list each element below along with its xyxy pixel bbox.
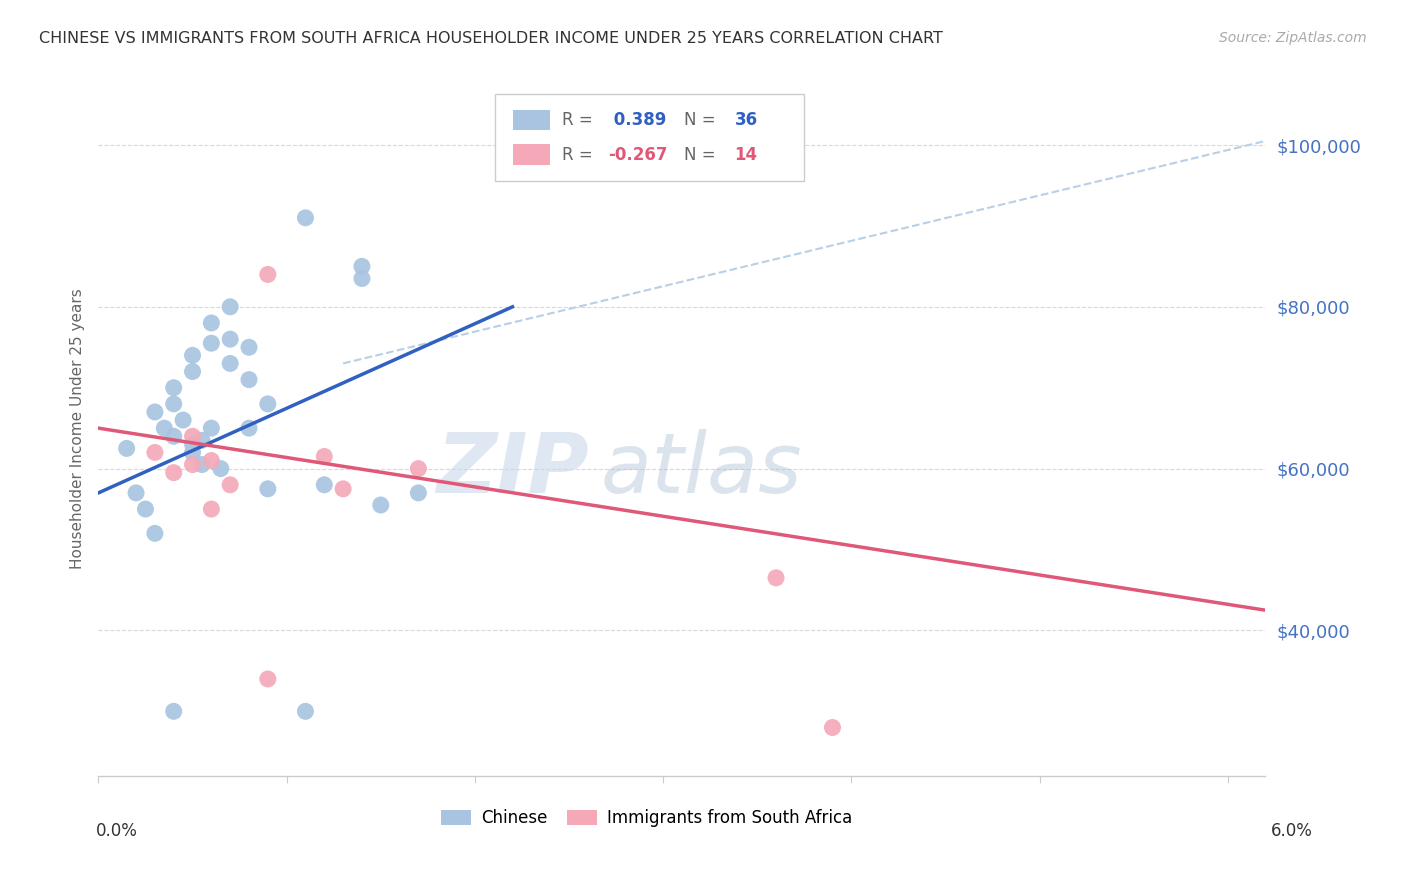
Text: N =: N = <box>685 111 721 129</box>
Point <box>181 429 204 443</box>
Text: atlas: atlas <box>600 429 801 510</box>
Point <box>256 672 278 686</box>
Point <box>143 526 166 541</box>
Point <box>172 413 194 427</box>
Point <box>181 437 204 451</box>
FancyBboxPatch shape <box>513 145 550 165</box>
Point <box>134 502 156 516</box>
Point <box>163 704 186 718</box>
Point <box>115 442 138 456</box>
Point <box>219 356 242 370</box>
Point <box>181 348 204 362</box>
FancyBboxPatch shape <box>513 110 550 130</box>
Point <box>238 340 260 354</box>
Point <box>153 421 176 435</box>
Text: N =: N = <box>685 145 721 164</box>
Point <box>238 373 260 387</box>
Point <box>125 486 148 500</box>
Point <box>332 482 354 496</box>
FancyBboxPatch shape <box>495 95 804 181</box>
Point <box>219 332 242 346</box>
Text: 14: 14 <box>734 145 758 164</box>
Point <box>370 498 392 512</box>
Point <box>181 365 204 379</box>
Point <box>238 421 260 435</box>
Point <box>209 461 232 475</box>
Point <box>163 466 186 480</box>
Point <box>765 571 787 585</box>
Point <box>181 445 204 459</box>
Point <box>294 704 316 718</box>
Point <box>256 482 278 496</box>
Point <box>191 458 214 472</box>
Text: R =: R = <box>562 145 598 164</box>
Text: ZIP: ZIP <box>436 429 589 510</box>
Point <box>200 502 222 516</box>
Point <box>314 450 336 464</box>
Point <box>200 316 222 330</box>
Point <box>408 486 430 500</box>
Point <box>350 271 373 285</box>
Point <box>350 260 373 274</box>
Point <box>314 477 336 491</box>
Point <box>200 453 222 467</box>
Y-axis label: Householder Income Under 25 years: Householder Income Under 25 years <box>69 288 84 568</box>
Text: Source: ZipAtlas.com: Source: ZipAtlas.com <box>1219 31 1367 45</box>
Point <box>181 458 204 472</box>
Point <box>200 336 222 351</box>
Point <box>163 397 186 411</box>
Point <box>256 397 278 411</box>
Point <box>200 421 222 435</box>
Text: 36: 36 <box>734 111 758 129</box>
Point <box>294 211 316 225</box>
Legend: Chinese, Immigrants from South Africa: Chinese, Immigrants from South Africa <box>434 803 859 834</box>
Point <box>821 721 844 735</box>
Point <box>219 300 242 314</box>
Point <box>408 461 430 475</box>
Point <box>163 381 186 395</box>
Point <box>143 445 166 459</box>
Point <box>143 405 166 419</box>
Text: CHINESE VS IMMIGRANTS FROM SOUTH AFRICA HOUSEHOLDER INCOME UNDER 25 YEARS CORREL: CHINESE VS IMMIGRANTS FROM SOUTH AFRICA … <box>39 31 943 46</box>
Point <box>163 429 186 443</box>
Point <box>256 268 278 282</box>
Point <box>219 477 242 491</box>
Text: 6.0%: 6.0% <box>1271 822 1313 840</box>
Text: 0.0%: 0.0% <box>96 822 138 840</box>
Text: -0.267: -0.267 <box>609 145 668 164</box>
Text: R =: R = <box>562 111 598 129</box>
Point <box>191 434 214 448</box>
Text: 0.389: 0.389 <box>609 111 666 129</box>
